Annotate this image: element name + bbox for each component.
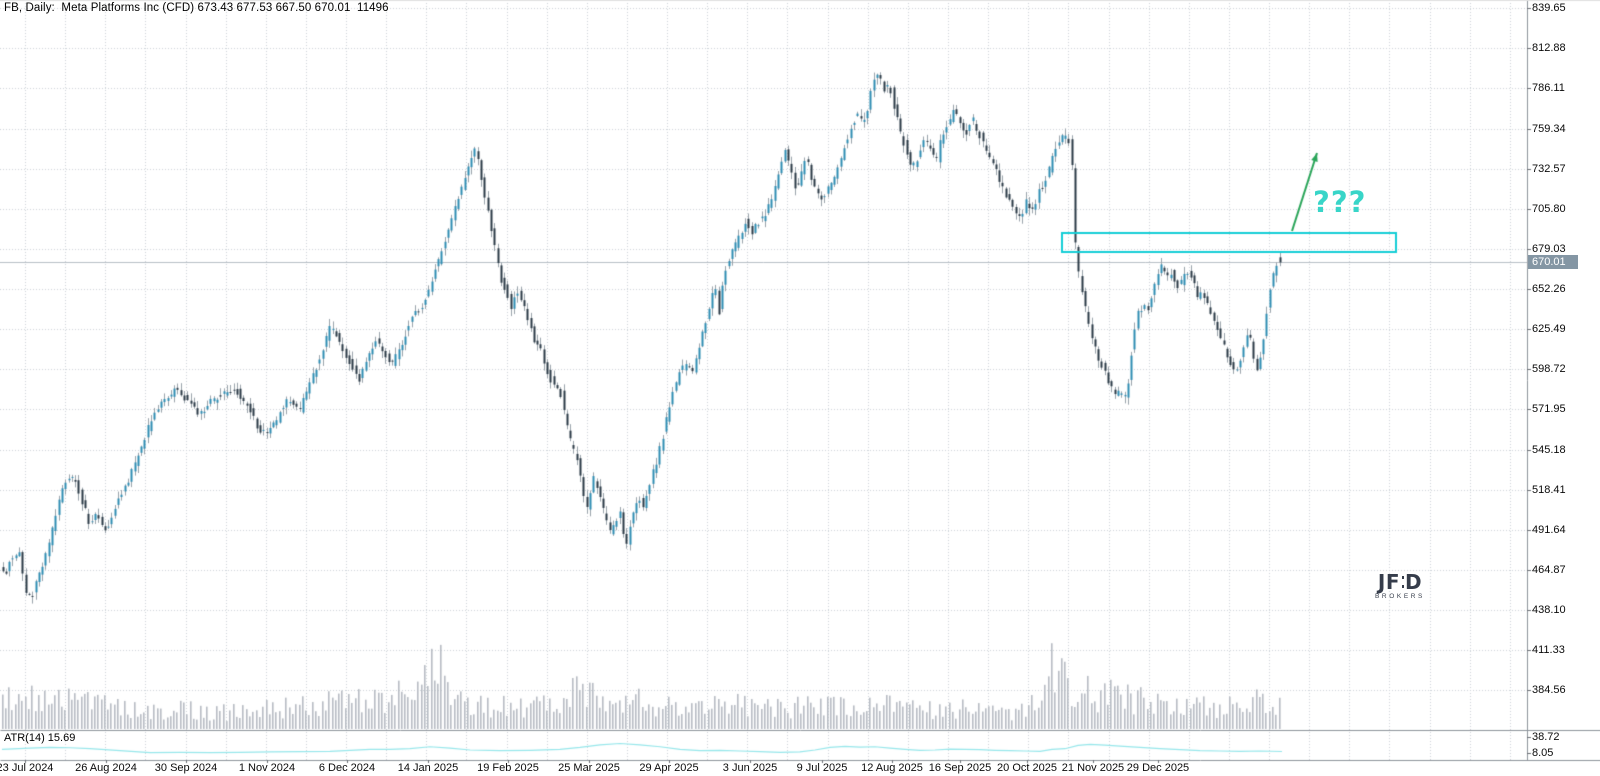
price-axis-label: 839.65	[1532, 2, 1566, 15]
price-axis-label: 384.56	[1532, 684, 1566, 697]
atr-scale-max-label: 38.72	[1532, 731, 1560, 743]
atr-scale-min-label: 8.05	[1532, 747, 1554, 759]
chart-symbol-title: FB, Daily: Meta Platforms Inc (CFD) 673.…	[4, 2, 389, 14]
price-axis-label: 732.57	[1532, 162, 1566, 175]
price-axis-label: 786.11	[1532, 82, 1565, 95]
price-axis-label: 491.64	[1532, 523, 1566, 536]
question-marks-annotation[interactable]: ???	[1313, 185, 1367, 219]
price-axis-label: 625.49	[1532, 323, 1566, 336]
date-axis-label: 25 Mar 2025	[558, 762, 620, 774]
price-axis-label: 545.18	[1532, 443, 1566, 456]
price-axis-label: 679.03	[1532, 242, 1566, 255]
date-axis-label: 19 Feb 2025	[477, 762, 539, 774]
atr-indicator-label: ATR(14) 15.69	[4, 732, 76, 744]
price-axis-label: 759.34	[1532, 122, 1566, 135]
price-axis-label: 652.26	[1532, 283, 1566, 296]
jfd-logo-text: JF D	[1377, 570, 1423, 594]
date-axis-label: 14 Jan 2025	[397, 762, 459, 774]
date-axis-label: 20 Oct 2025	[997, 762, 1057, 774]
jfd-logo-separator	[1401, 576, 1404, 588]
price-axis-label: 518.41	[1532, 483, 1566, 496]
date-axis-label: 29 Apr 2025	[639, 762, 699, 774]
date-axis-label: 21 Nov 2025	[1061, 762, 1125, 774]
date-axis-label: 23 Jul 2024	[0, 762, 54, 774]
price-axis-label: 705.80	[1532, 202, 1566, 215]
price-axis-label: 571.95	[1532, 403, 1566, 416]
date-axis-label: 9 Jul 2025	[796, 762, 848, 774]
date-axis-label: 30 Sep 2024	[154, 762, 218, 774]
price-axis-label: 438.10	[1532, 604, 1566, 617]
date-axis-label: 16 Sep 2025	[928, 762, 992, 774]
price-axis-label: 464.87	[1532, 563, 1566, 576]
jfd-logo-subtext: BROKERS	[1375, 593, 1425, 600]
jfd-brokers-logo: JF D BROKERS	[1375, 572, 1425, 601]
date-axis-label: 1 Nov 2024	[238, 762, 296, 774]
price-axis-label: 598.72	[1532, 363, 1566, 376]
price-axis-label: 812.88	[1532, 42, 1566, 55]
date-axis-label: 29 Dec 2025	[1126, 762, 1190, 774]
current-price-badge: 670.01	[1528, 255, 1578, 269]
date-axis-label: 3 Jun 2025	[722, 762, 778, 774]
date-axis-label: 6 Dec 2024	[318, 762, 376, 774]
date-axis-label: 12 Aug 2025	[861, 762, 923, 774]
price-axis-label: 411.33	[1532, 644, 1565, 657]
date-axis-label: 26 Aug 2024	[75, 762, 137, 774]
